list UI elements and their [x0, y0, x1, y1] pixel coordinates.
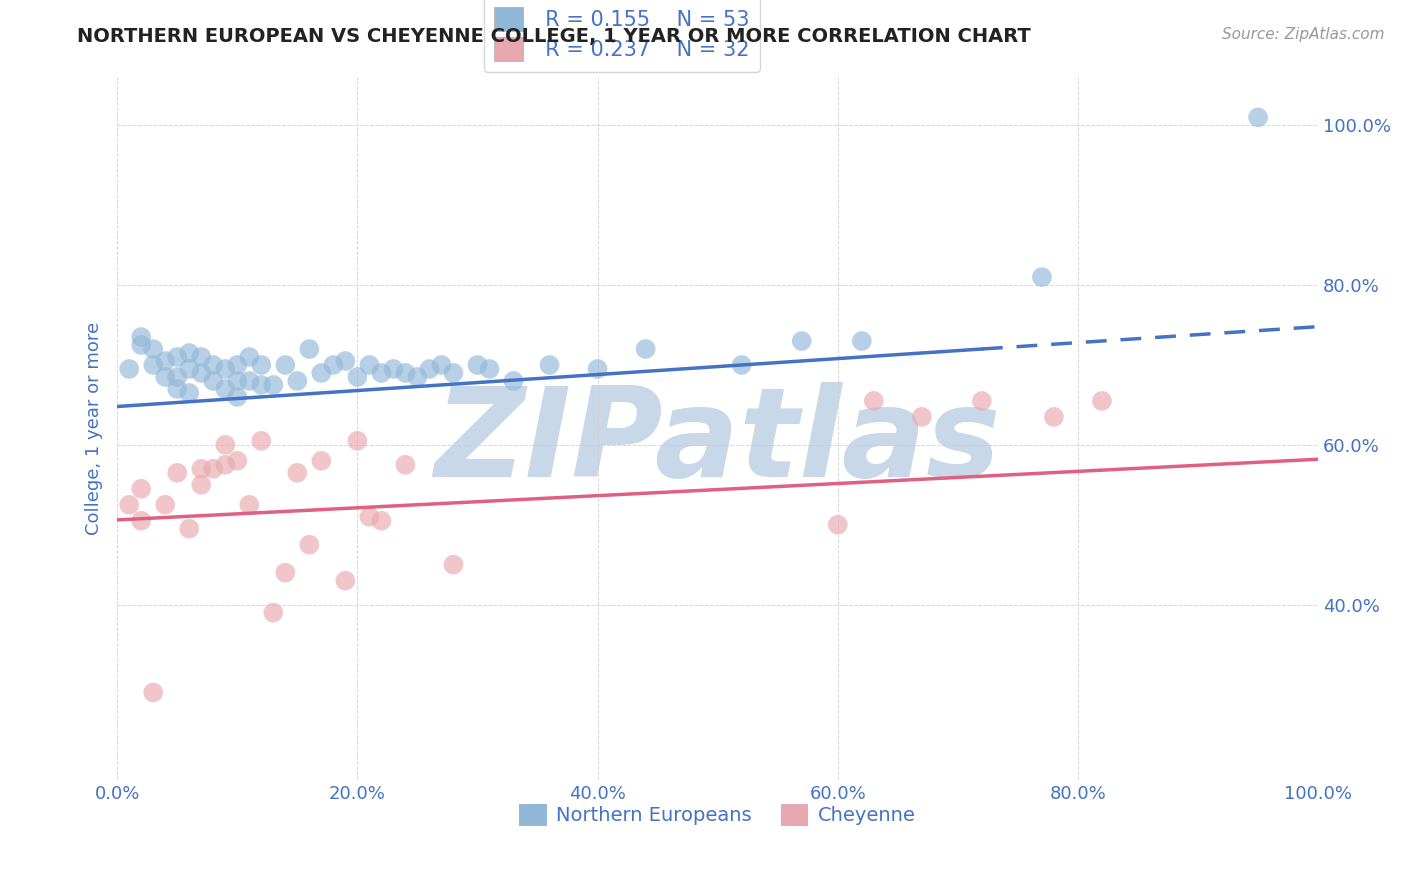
Point	[238, 350, 260, 364]
Point	[262, 378, 284, 392]
Point	[382, 362, 405, 376]
Point	[238, 498, 260, 512]
Point	[214, 458, 236, 472]
Point	[346, 434, 368, 448]
Point	[129, 330, 152, 344]
Point	[226, 358, 249, 372]
Point	[827, 517, 849, 532]
Text: NORTHERN EUROPEAN VS CHEYENNE COLLEGE, 1 YEAR OR MORE CORRELATION CHART: NORTHERN EUROPEAN VS CHEYENNE COLLEGE, 1…	[77, 27, 1031, 45]
Point	[226, 454, 249, 468]
Text: ZIPatlas: ZIPatlas	[434, 383, 1001, 503]
Point	[238, 374, 260, 388]
Point	[142, 685, 165, 699]
Text: Source: ZipAtlas.com: Source: ZipAtlas.com	[1222, 27, 1385, 42]
Point	[443, 558, 465, 572]
Point	[970, 393, 993, 408]
Point	[118, 362, 141, 376]
Point	[166, 370, 188, 384]
Point	[190, 366, 212, 380]
Point	[166, 466, 188, 480]
Point	[214, 362, 236, 376]
Point	[346, 370, 368, 384]
Point	[359, 358, 381, 372]
Point	[155, 354, 177, 368]
Point	[418, 362, 440, 376]
Point	[142, 342, 165, 356]
Point	[285, 466, 308, 480]
Point	[214, 438, 236, 452]
Point	[250, 358, 273, 372]
Point	[370, 366, 392, 380]
Point	[202, 374, 225, 388]
Point	[202, 358, 225, 372]
Point	[179, 522, 201, 536]
Point	[179, 346, 201, 360]
Y-axis label: College, 1 year or more: College, 1 year or more	[86, 322, 103, 535]
Point	[129, 482, 152, 496]
Point	[226, 374, 249, 388]
Point	[190, 462, 212, 476]
Point	[502, 374, 524, 388]
Point	[1091, 393, 1114, 408]
Point	[370, 514, 392, 528]
Point	[790, 334, 813, 348]
Point	[1043, 409, 1066, 424]
Point	[322, 358, 344, 372]
Point	[443, 366, 465, 380]
Point	[274, 358, 297, 372]
Point	[731, 358, 754, 372]
Point	[129, 514, 152, 528]
Point	[335, 354, 357, 368]
Point	[190, 350, 212, 364]
Point	[298, 538, 321, 552]
Point	[179, 362, 201, 376]
Point	[166, 350, 188, 364]
Point	[634, 342, 657, 356]
Point	[394, 458, 416, 472]
Point	[118, 498, 141, 512]
Point	[285, 374, 308, 388]
Point	[586, 362, 609, 376]
Point	[538, 358, 561, 372]
Point	[274, 566, 297, 580]
Point	[298, 342, 321, 356]
Point	[262, 606, 284, 620]
Point	[155, 498, 177, 512]
Point	[311, 454, 333, 468]
Point	[129, 338, 152, 352]
Point	[155, 370, 177, 384]
Point	[394, 366, 416, 380]
Point	[911, 409, 934, 424]
Point	[202, 462, 225, 476]
Point	[862, 393, 884, 408]
Point	[250, 434, 273, 448]
Point	[190, 477, 212, 491]
Point	[142, 358, 165, 372]
Legend: Northern Europeans, Cheyenne: Northern Europeans, Cheyenne	[512, 796, 924, 834]
Point	[311, 366, 333, 380]
Point	[1031, 270, 1053, 285]
Point	[478, 362, 501, 376]
Point	[214, 382, 236, 396]
Point	[166, 382, 188, 396]
Point	[851, 334, 873, 348]
Point	[406, 370, 429, 384]
Point	[1247, 111, 1270, 125]
Point	[335, 574, 357, 588]
Point	[179, 386, 201, 401]
Point	[359, 509, 381, 524]
Point	[226, 390, 249, 404]
Point	[430, 358, 453, 372]
Point	[467, 358, 489, 372]
Point	[250, 378, 273, 392]
